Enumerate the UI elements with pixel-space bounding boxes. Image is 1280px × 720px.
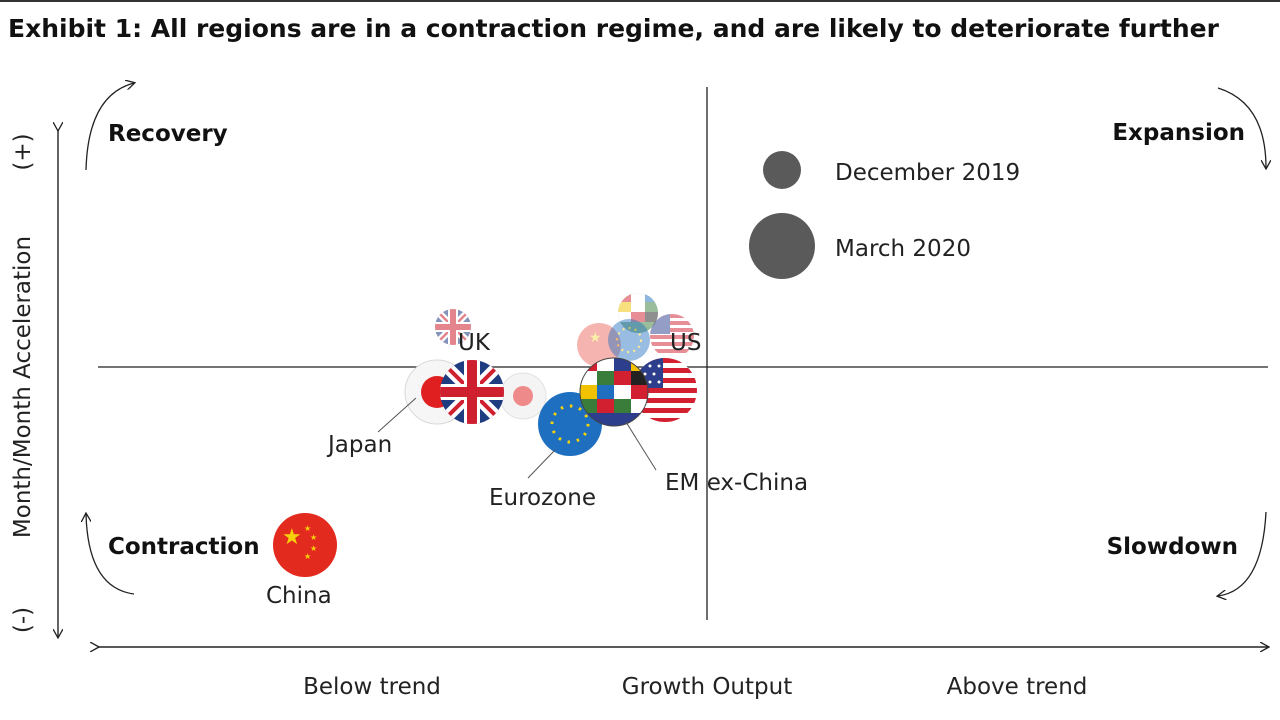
contraction-curve-arrow (86, 514, 135, 595)
x-tick-above-trend: Above trend (947, 674, 1088, 700)
y-tick-minus: (-) (10, 607, 36, 633)
japan-leader-line (377, 397, 417, 433)
y-tick-plus: (+) (10, 133, 36, 170)
label-uk: UK (458, 330, 491, 356)
y-axis-label: Month/Month Acceleration (10, 236, 36, 538)
recovery-curve-arrow (85, 83, 134, 171)
point-china-dec-2019: ★ (577, 323, 621, 367)
chart-title: Exhibit 1: All regions are in a contract… (8, 14, 1219, 43)
x-tick-below-trend: Below trend (303, 674, 441, 700)
eurozone-leader-line (527, 449, 556, 479)
svg-text:★: ★ (310, 533, 317, 542)
quadrant-slowdown: Slowdown (1107, 534, 1238, 560)
x-axis-label: Growth Output (622, 674, 792, 700)
point-us-dec-2019 (650, 314, 694, 358)
svg-text:★: ★ (310, 544, 317, 553)
legend-label-dec-2019: December 2019 (835, 160, 1020, 186)
top-rule (0, 0, 1280, 2)
legend-marker-mar-2020 (749, 213, 815, 279)
point-eurozone-dec-2019 (608, 319, 650, 361)
point-china-mar-2020: ★ ★ ★ ★ ★ (273, 513, 337, 577)
legend-marker-dec-2019 (763, 151, 801, 189)
svg-text:★: ★ (304, 524, 311, 533)
svg-text:★: ★ (304, 552, 311, 561)
svg-text:★: ★ (589, 330, 602, 346)
label-us: US (670, 330, 701, 356)
em-leader-line (625, 421, 657, 471)
quadrant-contraction: Contraction (108, 534, 260, 560)
label-em-ex-china: EM ex-China (665, 470, 808, 496)
svg-text:★: ★ (282, 525, 302, 550)
label-china: China (266, 583, 332, 609)
quadrant-expansion: Expansion (1112, 120, 1245, 146)
label-eurozone: Eurozone (489, 485, 596, 511)
point-uk-dec-2019 (435, 309, 471, 345)
expansion-curve-arrow (1217, 87, 1266, 168)
point-japan-dec-2019 (499, 372, 547, 420)
slowdown-curve-arrow (1218, 511, 1267, 596)
quadrant-recovery: Recovery (108, 121, 228, 147)
point-uk-mar-2020 (440, 360, 504, 424)
legend-label-mar-2020: March 2020 (835, 236, 971, 262)
point-em-ex-china-mar-2020 (579, 357, 649, 427)
label-japan: Japan (326, 432, 392, 458)
